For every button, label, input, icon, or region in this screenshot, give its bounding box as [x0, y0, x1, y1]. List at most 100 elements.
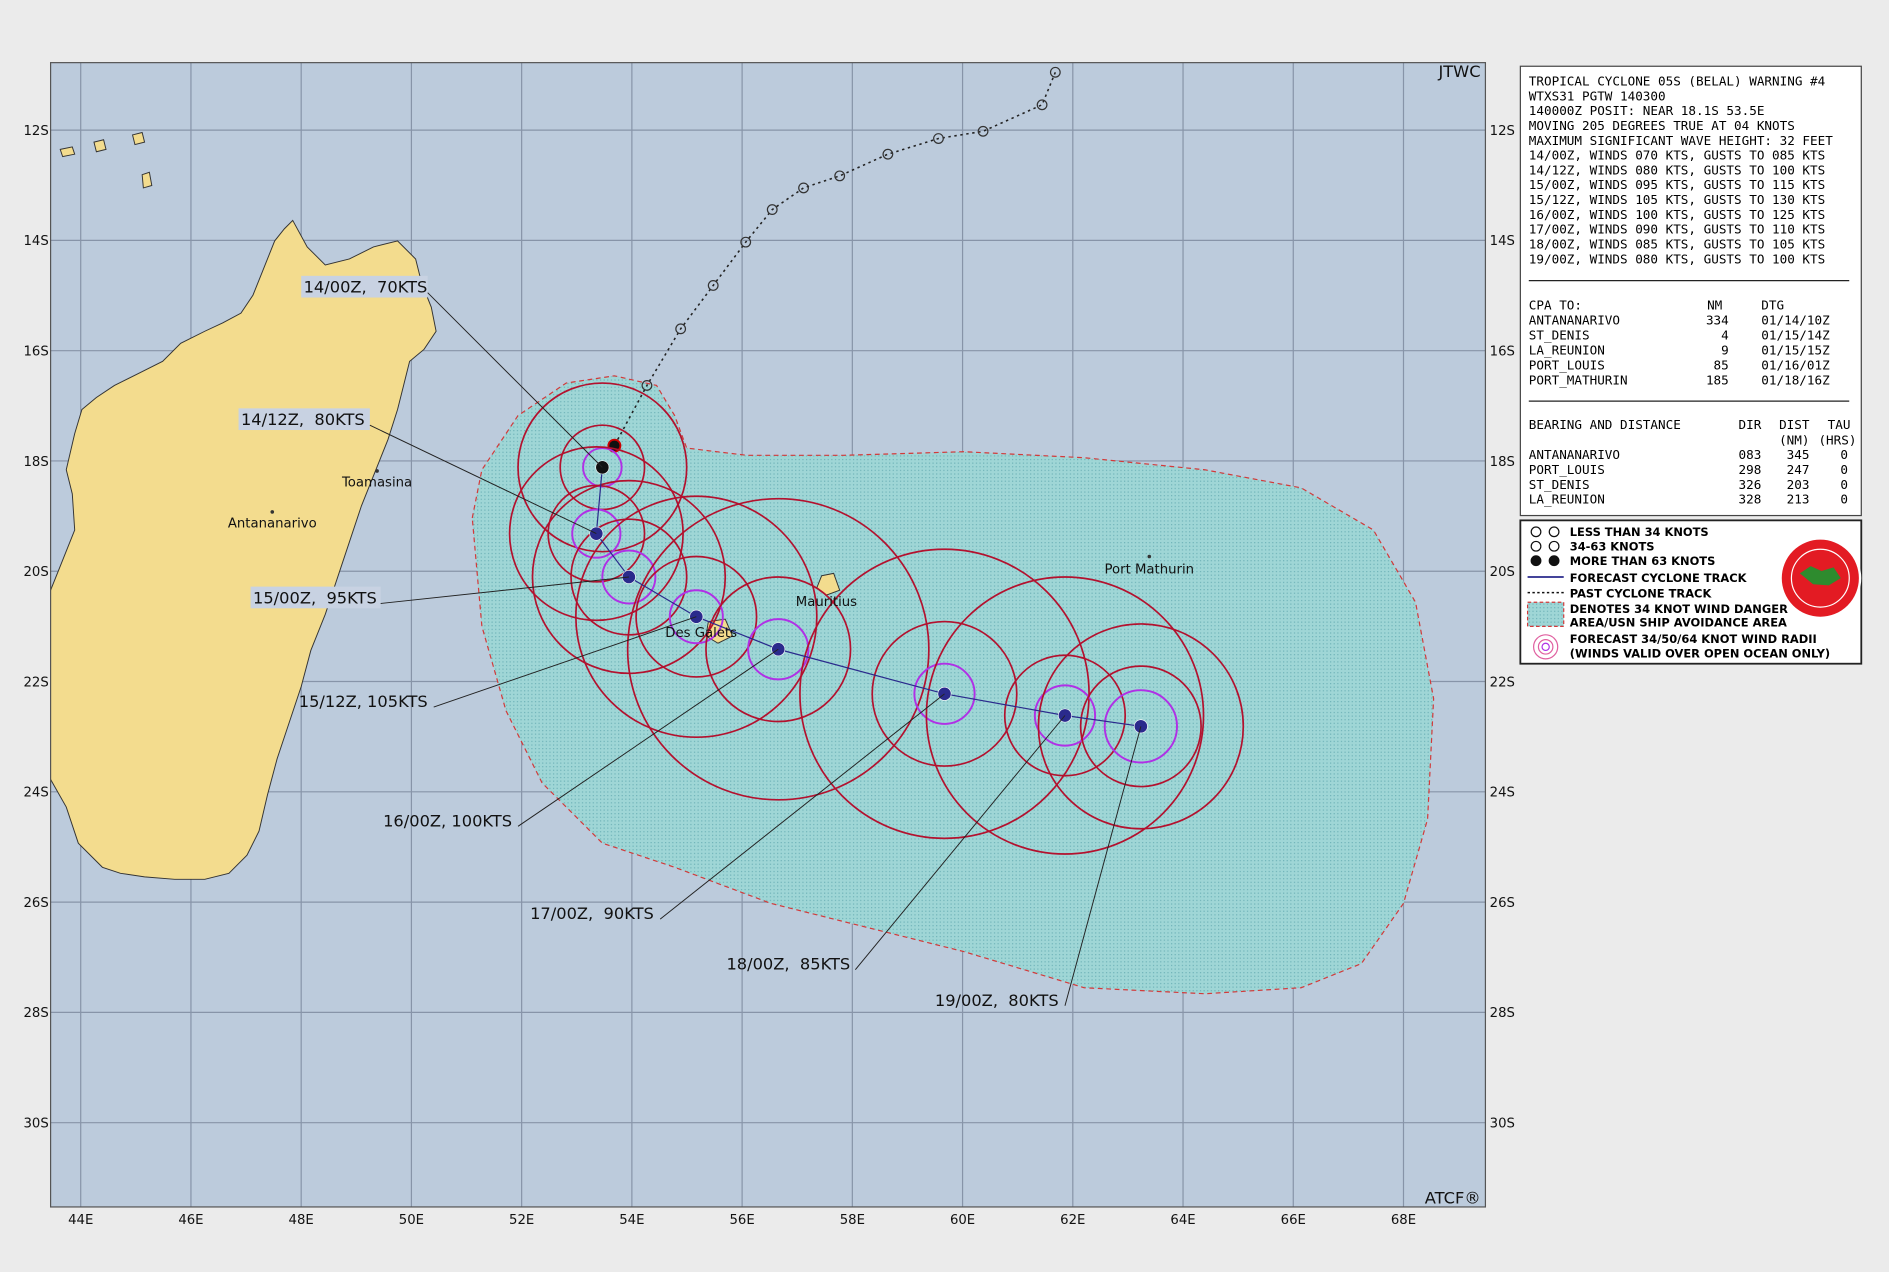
- bearing-cell: ST_DENIS: [1529, 477, 1590, 492]
- lat-label: 12S: [1490, 124, 1515, 139]
- cpa-cell: LA_REUNION: [1529, 342, 1605, 357]
- cpa-cell: 01/15/14Z: [1761, 328, 1830, 343]
- forecast-label: 18/00Z, 85KTS: [726, 955, 850, 974]
- leader-line: [369, 424, 597, 535]
- lat-label: 18S: [24, 455, 49, 470]
- text-box: [1519, 65, 1862, 517]
- leader-line: [659, 693, 945, 920]
- forecast-label: 15/12Z, 105KTS: [299, 692, 428, 711]
- legend-symbol: [1526, 601, 1565, 627]
- cpa-cell: ANTANANARIVO: [1529, 313, 1620, 328]
- bearing-cell: 0: [1840, 462, 1848, 477]
- cpa-cell: 01/15/15Z: [1761, 342, 1830, 357]
- legend-symbol: [1533, 634, 1559, 660]
- wind-radius-50: [635, 555, 758, 678]
- legend-symbol: [1541, 642, 1550, 652]
- island: [93, 139, 107, 153]
- wind-radius-64: [1103, 689, 1178, 764]
- warning-line: 17/00Z, WINDS 090 KTS, GUSTS TO 110 KTS: [1529, 222, 1825, 237]
- source-label: JTWC: [1437, 62, 1480, 81]
- legend-item: LESS THAN 34 KNOTS: [1570, 525, 1709, 539]
- place-marker: [1147, 554, 1152, 559]
- legend-symbol: [1530, 540, 1542, 552]
- cpa-cell: 9: [1721, 342, 1729, 357]
- bearing-cell: 0: [1840, 477, 1848, 492]
- lat-label: 24S: [1490, 786, 1515, 801]
- wind-radius-64: [747, 618, 810, 681]
- lon-label: 46E: [178, 1213, 203, 1228]
- bearing-cell: ANTANANARIVO: [1529, 447, 1620, 462]
- lat-label: 20S: [24, 565, 49, 580]
- warning-line: 14/12Z, WINDS 080 KTS, GUSTS TO 100 KTS: [1529, 162, 1825, 177]
- lat-label: 24S: [24, 786, 49, 801]
- forecast-label: 16/00Z, 100KTS: [383, 811, 512, 830]
- wind-radius-50: [705, 576, 852, 723]
- warning-line: MOVING 205 DEGREES TRUE AT 04 KNOTS: [1529, 118, 1795, 133]
- legend-symbol: [1537, 639, 1554, 655]
- forecast-position: [589, 526, 604, 541]
- lat-label: 26S: [24, 896, 49, 911]
- lon-label: 62E: [1060, 1213, 1085, 1228]
- past-position: [675, 323, 687, 335]
- forecast-label: 15/00Z, 95KTS: [253, 588, 377, 607]
- past-position: [740, 236, 752, 248]
- cpa-cell: 01/16/01Z: [1761, 357, 1830, 372]
- warning-line: 16/00Z, WINDS 100 KTS, GUSTS TO 125 KTS: [1529, 207, 1825, 222]
- wind-radius-64: [1033, 684, 1097, 747]
- wind-radius-64: [582, 447, 623, 488]
- warning-line: TROPICAL CYCLONE 05S (BELAL) WARNING #4: [1529, 74, 1825, 89]
- warning-line: 19/00Z, WINDS 080 KTS, GUSTS TO 100 KTS: [1529, 251, 1825, 266]
- wind-radius-34: [1037, 623, 1245, 830]
- lon-label: 60E: [950, 1213, 975, 1228]
- place-marker: [270, 510, 275, 514]
- legend-symbol: [1548, 555, 1560, 567]
- cpa-cell: 185: [1706, 372, 1729, 387]
- wind-radius-64: [571, 508, 622, 559]
- footer-label: ATCF®: [1425, 1188, 1481, 1207]
- wind-radius-34: [925, 576, 1205, 855]
- past-position: [933, 133, 944, 144]
- past-position: [1036, 99, 1048, 111]
- legend-symbol: [1530, 526, 1542, 538]
- leader-line: [1064, 726, 1142, 1006]
- bearing-cell: 083: [1738, 447, 1761, 462]
- lon-label: 68E: [1391, 1213, 1416, 1228]
- warning-line: 140000Z POSIT: NEAR 18.1S 53.5E: [1529, 103, 1765, 118]
- lon-label: 64E: [1170, 1213, 1195, 1228]
- wind-radius-34: [575, 495, 818, 739]
- wind-radius-50: [1079, 665, 1202, 788]
- lat-label: 26S: [1490, 896, 1515, 911]
- cpa-cell: 01/18/16Z: [1761, 372, 1830, 387]
- cpa-header: NM: [1707, 298, 1723, 313]
- logo: [1799, 566, 1841, 586]
- lon-label: 58E: [840, 1213, 865, 1228]
- legend-item: MORE THAN 63 KNOTS: [1570, 554, 1716, 568]
- land: [50, 219, 437, 880]
- lat-label: 14S: [24, 234, 49, 249]
- legend-item: AREA/USN SHIP AVOIDANCE AREA: [1570, 615, 1787, 629]
- bearing-cell: 203: [1787, 477, 1810, 492]
- wind-radius-50: [871, 620, 1018, 767]
- lon-label: 54E: [619, 1213, 644, 1228]
- wind-radius-64: [913, 662, 976, 725]
- forecast-label: 17/00Z, 90KTS: [530, 904, 654, 923]
- forecast-label: 19/00Z, 80KTS: [935, 991, 1059, 1010]
- place-label: Port Mathurin: [1105, 562, 1195, 577]
- map: [50, 62, 1486, 1207]
- lat-label: 22S: [24, 675, 49, 690]
- legend-symbol: [1548, 526, 1560, 538]
- bearing-cell: 213: [1787, 492, 1810, 507]
- past-position: [766, 204, 778, 216]
- island: [131, 131, 146, 146]
- forecast-track: [595, 467, 1141, 727]
- legend-item: 34-63 KNOTS: [1570, 539, 1655, 553]
- warning-line: 15/00Z, WINDS 095 KTS, GUSTS TO 115 KTS: [1529, 177, 1825, 192]
- lat-label: 28S: [1490, 1006, 1515, 1021]
- lon-label: 50E: [399, 1213, 424, 1228]
- bearing-subheader: (HRS): [1818, 432, 1856, 447]
- bearing-cell: 298: [1738, 462, 1761, 477]
- lon-label: 44E: [68, 1213, 93, 1228]
- warning-line: 18/00Z, WINDS 085 KTS, GUSTS TO 105 KTS: [1529, 236, 1825, 251]
- wind-radius-34: [799, 548, 1090, 840]
